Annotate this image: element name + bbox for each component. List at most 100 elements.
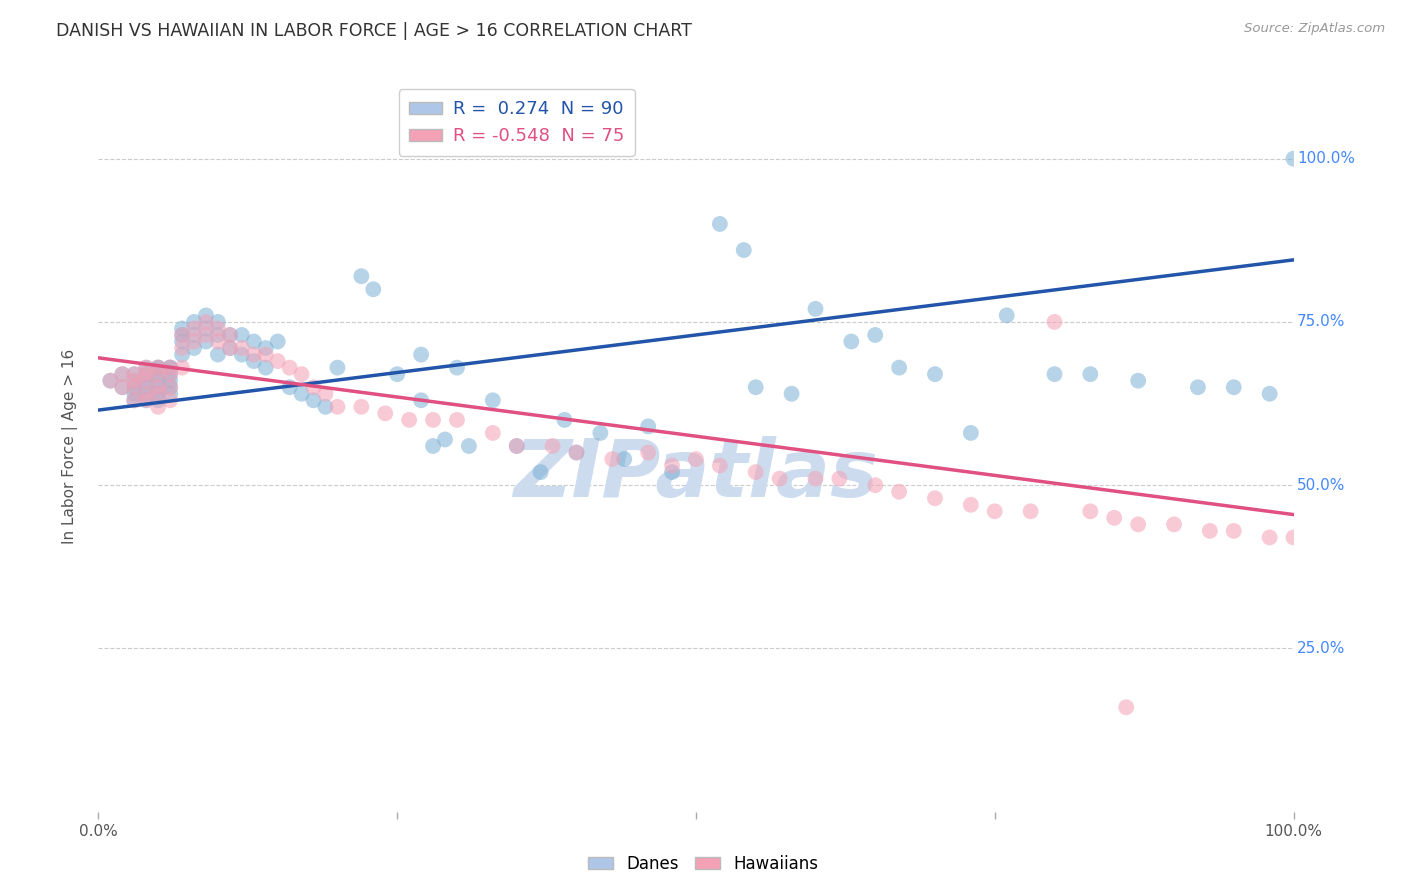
Point (172, 328, 194, 343)
Point (148, 393, 170, 408)
Point (278, 360, 301, 375)
Point (124, 367, 146, 381)
Point (135, 380, 157, 394)
Point (243, 348, 266, 362)
Point (1043, 315, 1066, 329)
Point (709, 458, 731, 473)
Point (385, 367, 409, 381)
Point (148, 386, 170, 401)
Point (219, 341, 242, 355)
Point (984, 504, 1007, 518)
Point (159, 360, 181, 375)
Point (302, 380, 325, 394)
Point (481, 425, 505, 440)
Point (135, 360, 157, 375)
Point (172, 348, 194, 362)
Point (481, 393, 505, 408)
Point (1115, 700, 1137, 714)
Point (183, 321, 205, 335)
Point (159, 380, 181, 394)
Point (98, 374, 122, 388)
Point (111, 367, 134, 381)
Point (1282, 152, 1305, 166)
Point (411, 348, 433, 362)
Point (1282, 530, 1305, 544)
Point (148, 400, 170, 414)
Point (124, 393, 146, 408)
Point (148, 367, 170, 381)
Point (267, 334, 290, 349)
Point (148, 360, 170, 375)
Point (207, 328, 229, 343)
Point (637, 419, 659, 434)
Point (554, 413, 576, 427)
Point (124, 386, 146, 401)
Point (254, 341, 277, 355)
Legend: R =  0.274  N = 90, R = -0.548  N = 75: R = 0.274 N = 90, R = -0.548 N = 75 (398, 89, 636, 156)
Point (243, 334, 266, 349)
Point (195, 321, 218, 335)
Point (841, 334, 863, 349)
Point (159, 380, 181, 394)
Point (231, 328, 253, 343)
Point (183, 341, 205, 355)
Point (924, 491, 946, 506)
Point (363, 282, 385, 296)
Point (1223, 524, 1246, 538)
Point (219, 341, 242, 355)
Point (1163, 517, 1185, 532)
Text: 50.0%: 50.0% (1298, 478, 1346, 492)
Point (315, 386, 337, 401)
Point (124, 380, 146, 394)
Point (422, 439, 444, 453)
Point (1104, 511, 1126, 525)
Point (135, 374, 157, 388)
Point (506, 439, 529, 453)
Point (111, 367, 134, 381)
Point (135, 374, 157, 388)
Point (315, 400, 337, 414)
Point (183, 334, 205, 349)
Point (506, 439, 529, 453)
Point (1019, 504, 1042, 518)
Point (458, 439, 481, 453)
Point (995, 309, 1018, 323)
Point (148, 380, 170, 394)
Point (541, 439, 564, 453)
Point (135, 367, 157, 381)
Point (613, 452, 636, 467)
Text: 25.0%: 25.0% (1298, 641, 1346, 656)
Point (148, 386, 170, 401)
Point (1199, 524, 1222, 538)
Point (733, 243, 755, 257)
Text: Source: ZipAtlas.com: Source: ZipAtlas.com (1244, 22, 1385, 36)
Point (745, 380, 768, 394)
Point (159, 367, 181, 381)
Point (195, 334, 218, 349)
Point (889, 484, 911, 499)
Point (243, 354, 266, 368)
Point (172, 334, 194, 349)
Point (865, 328, 887, 343)
Point (124, 380, 146, 394)
Point (183, 315, 205, 329)
Point (685, 452, 707, 467)
Point (159, 367, 181, 381)
Point (1128, 517, 1150, 532)
Point (291, 386, 314, 401)
Point (148, 380, 170, 394)
Point (135, 393, 157, 408)
Point (124, 393, 146, 408)
Point (148, 360, 170, 375)
Point (374, 406, 396, 420)
Text: 75.0%: 75.0% (1298, 314, 1346, 329)
Point (254, 360, 277, 375)
Point (350, 400, 373, 414)
Point (804, 472, 827, 486)
Point (745, 465, 768, 479)
Point (267, 354, 290, 368)
Point (111, 380, 134, 394)
Point (960, 425, 983, 440)
Point (135, 386, 157, 401)
Legend: Danes, Hawaiians: Danes, Hawaiians (581, 848, 825, 880)
